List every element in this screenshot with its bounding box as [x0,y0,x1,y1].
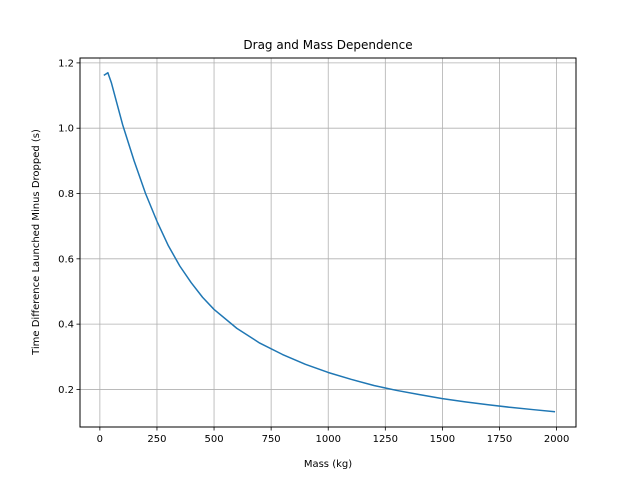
series-line [103,71,556,413]
x-tick-label: 2000 [544,434,569,445]
x-tick-label: 0 [97,434,103,445]
x-axis-ticks: 0 250 500 750 1000 1250 1500 1750 2000 [97,427,569,445]
y-tick-label: 1.0 [58,124,74,135]
grid [80,58,576,427]
chart-title: Drag and Mass Dependence [243,38,412,52]
x-tick-label: 1500 [430,434,455,445]
x-tick-label: 500 [205,434,224,445]
x-tick-label: 1000 [316,434,341,445]
y-tick-label: 0.2 [58,385,74,396]
y-tick-label: 1.2 [58,58,74,69]
y-axis-ticks: 0.2 0.4 0.6 0.8 1.0 1.2 [58,58,80,396]
y-tick-label: 0.8 [58,189,74,200]
x-tick-label: 250 [147,434,166,445]
x-tick-label: 750 [262,434,281,445]
y-axis-label: Time Difference Launched Minus Dropped (… [31,129,42,356]
x-axis-label: Mass (kg) [304,459,352,470]
series-layer [103,71,556,413]
x-tick-label: 1250 [373,434,398,445]
y-tick-label: 0.4 [58,320,74,331]
y-tick-label: 0.6 [58,254,74,265]
x-tick-label: 1750 [487,434,512,445]
